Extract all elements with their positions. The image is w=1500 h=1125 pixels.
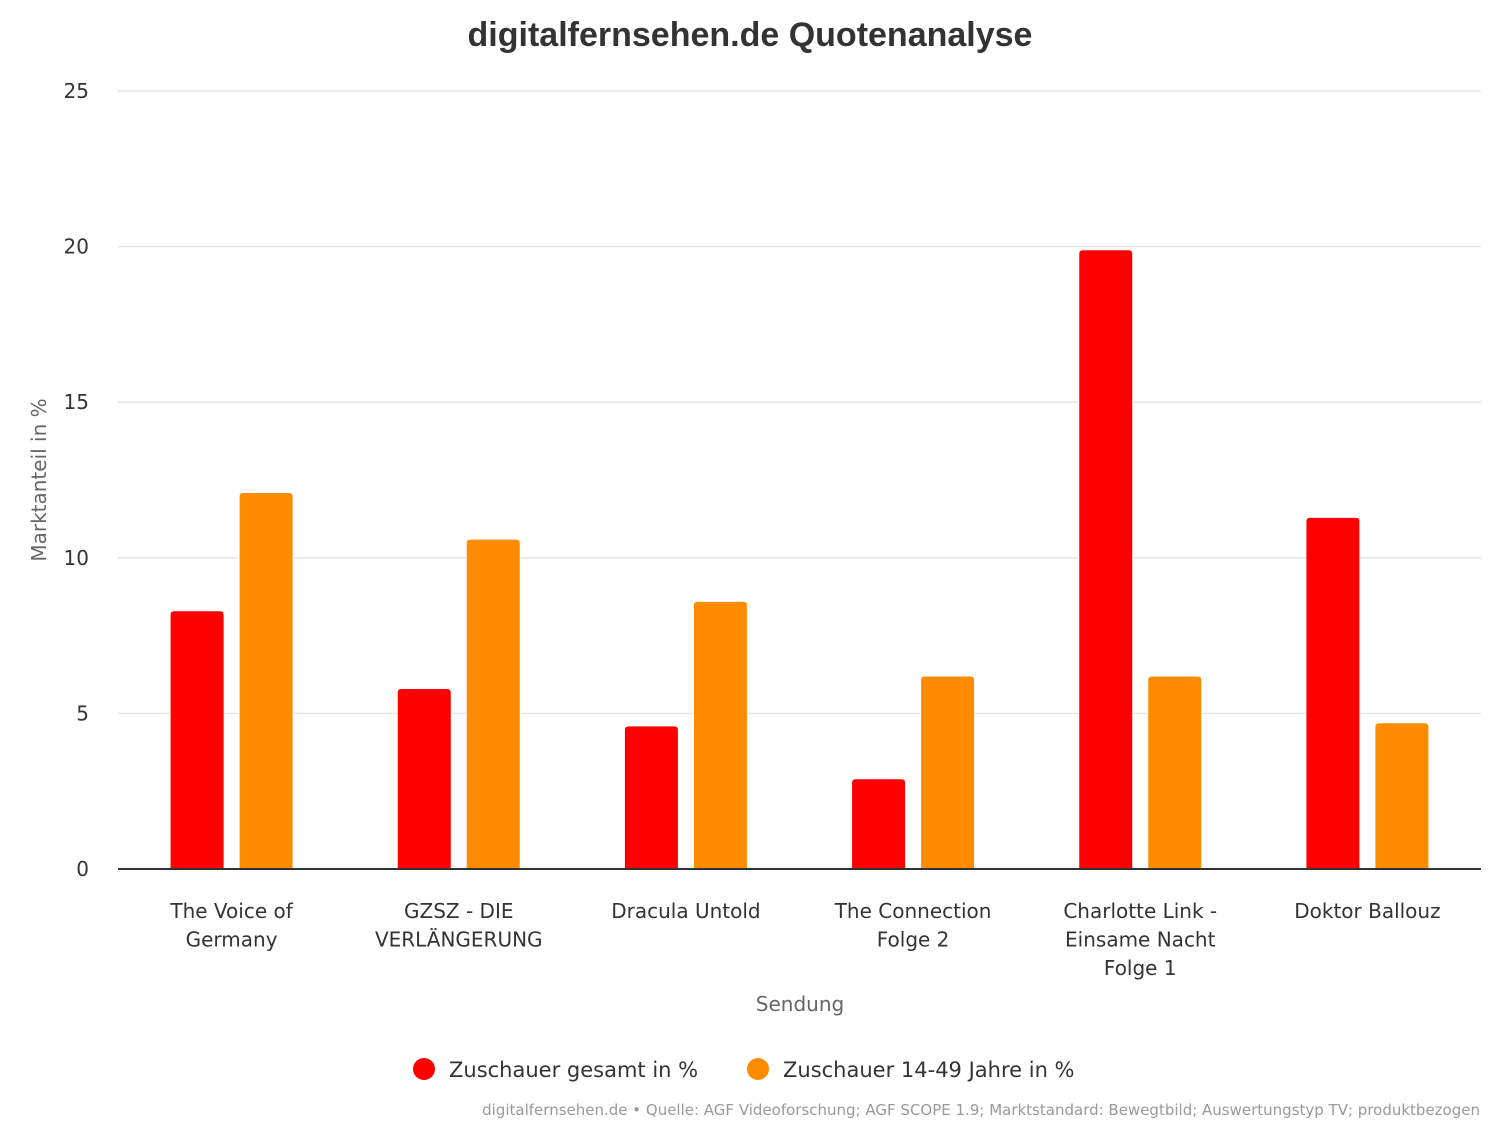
y-axis-title: Marktanteil in % <box>27 398 51 561</box>
y-tick-label: 20 <box>64 235 89 259</box>
bar-gesamt-1[interactable] <box>396 688 452 870</box>
bar-14-49-4[interactable] <box>1147 675 1203 870</box>
x-tick-label: The Voice of Germany <box>169 899 293 952</box>
bar-gesamt-2[interactable] <box>623 725 679 870</box>
legend-item-gesamt[interactable]: Zuschauer gesamt in % <box>413 1058 698 1082</box>
y-tick-label: 0 <box>76 857 89 881</box>
y-tick-label: 10 <box>64 546 89 570</box>
x-axis-categories: The Voice of Germany GZSZ - DIE VERLÄNGERUN… <box>169 899 1440 980</box>
x-tick-label: GZSZ - DIE VERLÄNGERUNG <box>375 899 543 952</box>
y-tick-label: 15 <box>64 390 89 414</box>
bar-14-49-1[interactable] <box>465 538 521 870</box>
bar-14-49-0[interactable] <box>238 491 294 870</box>
credit-text[interactable]: digitalfernsehen.de • Quelle: AGF Videof… <box>482 1101 1480 1119</box>
x-tick-label: Dracula Untold <box>611 899 760 923</box>
bar-gesamt-3[interactable] <box>851 778 907 870</box>
legend: Zuschauer gesamt in % Zuschauer 14-49 Jah… <box>413 1058 1075 1082</box>
bars <box>169 249 1430 870</box>
x-tick-label: The Connection Folge 2 <box>834 899 992 952</box>
bar-gesamt-0[interactable] <box>169 610 225 870</box>
bar-14-49-3[interactable] <box>920 675 976 870</box>
gridlines <box>118 90 1481 715</box>
y-axis-ticks: 0 5 10 15 20 25 <box>64 79 89 881</box>
bar-gesamt-5[interactable] <box>1305 516 1361 870</box>
bar-gesamt-4[interactable] <box>1078 249 1134 870</box>
x-tick-label: Charlotte Link -Einsame Nacht Folge 1 <box>1063 899 1217 980</box>
x-axis-title: Sendung <box>756 992 844 1016</box>
y-tick-label: 25 <box>64 79 89 103</box>
legend-marker-icon <box>747 1058 769 1080</box>
bar-14-49-5[interactable] <box>1374 722 1430 870</box>
x-tick-label: Doktor Ballouz <box>1294 899 1440 923</box>
y-tick-label: 5 <box>76 701 89 725</box>
legend-label: Zuschauer gesamt in % <box>449 1058 698 1082</box>
bar-14-49-2[interactable] <box>692 600 748 870</box>
legend-label: Zuschauer 14-49 Jahre in % <box>783 1058 1075 1082</box>
legend-item-14-49[interactable]: Zuschauer 14-49 Jahre in % <box>747 1058 1075 1082</box>
legend-marker-icon <box>413 1058 435 1080</box>
chart-title: digitalfernsehen.de Quotenanalyse <box>468 16 1033 54</box>
